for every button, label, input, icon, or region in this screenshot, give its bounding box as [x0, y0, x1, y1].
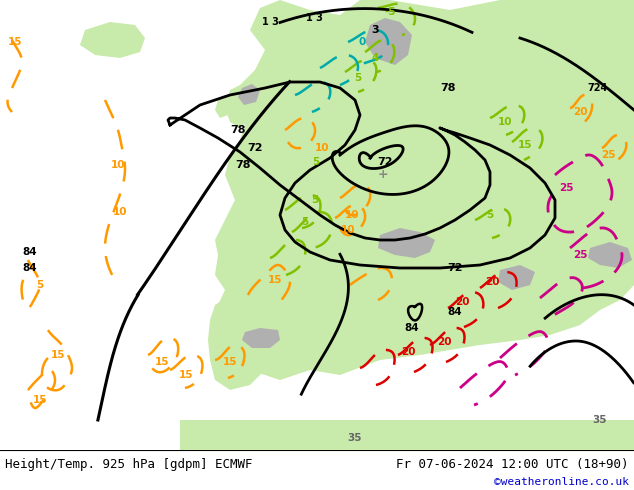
Text: 78: 78 [235, 160, 251, 170]
Text: Height/Temp. 925 hPa [gdpm] ECMWF: Height/Temp. 925 hPa [gdpm] ECMWF [5, 458, 252, 470]
Text: 15: 15 [51, 350, 65, 360]
Polygon shape [588, 242, 632, 268]
Text: ©weatheronline.co.uk: ©weatheronline.co.uk [494, 477, 629, 487]
Text: 724: 724 [588, 83, 608, 93]
Polygon shape [238, 84, 260, 105]
Text: 72: 72 [377, 157, 392, 167]
Polygon shape [215, 0, 634, 380]
Text: 15: 15 [268, 275, 282, 285]
Polygon shape [365, 18, 412, 65]
Text: 5: 5 [301, 217, 309, 227]
Text: Fr 07-06-2024 12:00 UTC (18+90): Fr 07-06-2024 12:00 UTC (18+90) [396, 458, 629, 470]
Text: 5: 5 [313, 157, 320, 167]
Text: 0: 0 [358, 37, 366, 47]
Polygon shape [208, 295, 270, 390]
Text: 1 3: 1 3 [306, 13, 323, 23]
Text: 15: 15 [33, 395, 48, 405]
Text: -5: -5 [384, 7, 396, 17]
Text: 78: 78 [440, 83, 456, 93]
Text: 4: 4 [372, 53, 378, 63]
Text: 3: 3 [371, 25, 378, 35]
Text: 10: 10 [345, 210, 359, 220]
Text: 15: 15 [155, 357, 169, 367]
Text: 1 3: 1 3 [262, 17, 278, 27]
Text: 20: 20 [437, 337, 451, 347]
Text: 84: 84 [448, 307, 462, 317]
Polygon shape [242, 328, 280, 348]
Text: 5: 5 [354, 73, 361, 83]
Polygon shape [80, 22, 145, 58]
Text: +: + [378, 169, 388, 181]
Text: 20: 20 [485, 277, 499, 287]
Text: 20: 20 [573, 107, 587, 117]
Text: 84: 84 [23, 247, 37, 257]
Polygon shape [180, 420, 634, 450]
Polygon shape [215, 95, 230, 118]
Text: 10: 10 [314, 143, 329, 153]
Text: 84: 84 [23, 263, 37, 273]
Text: 10: 10 [111, 160, 126, 170]
Text: 15: 15 [8, 37, 22, 47]
Text: 84: 84 [404, 323, 419, 333]
Text: 5: 5 [36, 280, 44, 290]
Text: 10: 10 [498, 117, 512, 127]
Text: 15: 15 [518, 140, 533, 150]
Polygon shape [378, 228, 435, 258]
Text: 35: 35 [593, 415, 607, 425]
Text: 25: 25 [573, 250, 587, 260]
Text: 20: 20 [455, 297, 469, 307]
Polygon shape [225, 85, 255, 128]
Text: 10: 10 [340, 225, 355, 235]
Text: 25: 25 [559, 183, 573, 193]
Text: 35: 35 [348, 433, 362, 443]
Text: 78: 78 [230, 125, 246, 135]
Text: 5: 5 [486, 210, 494, 220]
Text: 72: 72 [447, 263, 463, 273]
Text: 10: 10 [113, 207, 127, 217]
Text: 20: 20 [401, 347, 415, 357]
Polygon shape [498, 265, 535, 290]
Text: 15: 15 [179, 370, 193, 380]
Text: 72: 72 [247, 143, 262, 153]
Text: 15: 15 [223, 357, 237, 367]
Text: 25: 25 [601, 150, 615, 160]
Text: 5: 5 [311, 195, 319, 205]
